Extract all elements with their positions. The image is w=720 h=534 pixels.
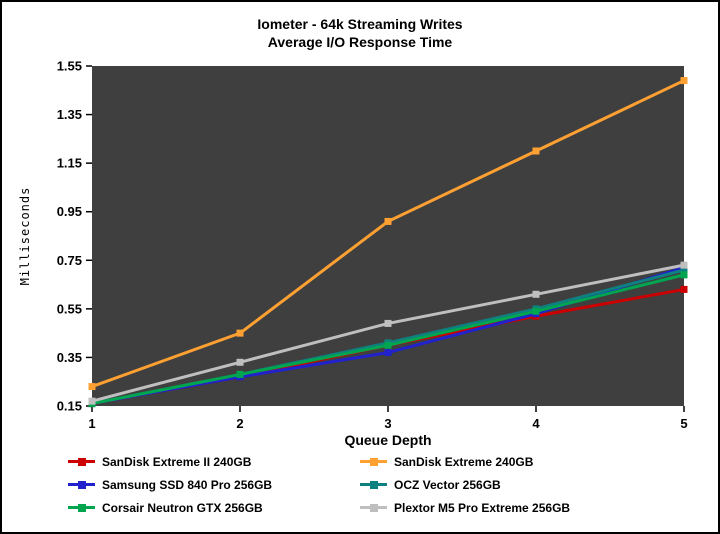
legend-marker [68,480,95,489]
x-tick-label: 4 [532,416,540,431]
legend-marker-square [77,503,86,512]
legend-label: SanDisk Extreme II 240GB [102,454,252,469]
x-tick-label: 5 [680,416,687,431]
series-marker [532,307,540,315]
series-1 [88,77,688,391]
series-marker [384,341,392,349]
legend-item: OCZ Vector 256GB [360,475,652,494]
x-tick-label: 3 [384,416,391,431]
legend-item: SanDisk Extreme II 240GB [68,452,360,471]
legend-label: Plextor M5 Pro Extreme 256GB [394,500,571,515]
legend-marker-square [369,457,378,466]
legend-marker-square [369,503,378,512]
legend-label: OCZ Vector 256GB [394,477,501,492]
y-tick-label: 0.95 [57,204,82,219]
legend-marker [360,457,387,466]
series-marker [236,370,244,378]
series-marker [236,329,244,337]
legend-marker-square [369,480,378,489]
legend-marker [360,480,387,489]
x-axis-label: Queue Depth [344,432,431,448]
series-marker [680,261,688,269]
y-tick-label: 0.75 [57,253,82,268]
y-axis: 0.15 0.35 0.55 0.75 0.95 1.15 1.35 1.55 [57,59,92,414]
y-tick-label: 0.35 [57,350,82,365]
legend-item: Plextor M5 Pro Extreme 256GB [360,498,652,517]
series-marker [88,383,96,391]
series-marker [532,147,540,155]
legend-marker-square [77,457,86,466]
chart-title: Iometer - 64k Streaming Writes Average I… [2,2,718,51]
y-tick-label: 1.55 [57,59,82,74]
y-tick-label: 0.15 [57,399,82,414]
chart-title-line1: Iometer - 64k Streaming Writes [257,16,463,32]
legend-label: Samsung SSD 840 Pro 256GB [102,477,273,492]
series-marker [680,271,688,279]
series-marker [680,77,688,85]
y-axis-label: Milliseconds [18,187,32,286]
legend-marker [360,503,387,512]
y-tick-label: 1.35 [57,107,82,122]
legend-marker-square [77,480,86,489]
series-marker [384,217,392,225]
x-tick-label: 2 [236,416,243,431]
series-marker [88,397,96,405]
legend-item: Corsair Neutron GTX 256GB [68,498,360,517]
chart-title-line2: Average I/O Response Time [267,34,453,50]
series-marker [384,349,392,357]
legend: SanDisk Extreme II 240GB SanDisk Extreme … [2,452,718,517]
series-marker [532,290,540,298]
chart-svg: 0.15 0.35 0.55 0.75 0.95 1.15 1.35 1.55 1 2 3 4 5 Que… [18,59,688,449]
series-marker [384,319,392,327]
y-tick-label: 1.15 [57,156,82,171]
x-axis: 1 2 3 4 5 [88,406,688,431]
series-marker [236,358,244,366]
legend-label: Corsair Neutron GTX 256GB [102,500,263,515]
legend-marker [68,457,95,466]
x-tick-label: 1 [88,416,95,431]
series-marker [680,266,688,274]
series-5 [88,261,688,405]
legend-marker [68,503,95,512]
legend-item: SanDisk Extreme 240GB [360,452,652,471]
series-marker [680,285,688,293]
legend-label: SanDisk Extreme 240GB [394,454,534,469]
y-tick-label: 0.55 [57,301,82,316]
legend-item: Samsung SSD 840 Pro 256GB [68,475,360,494]
